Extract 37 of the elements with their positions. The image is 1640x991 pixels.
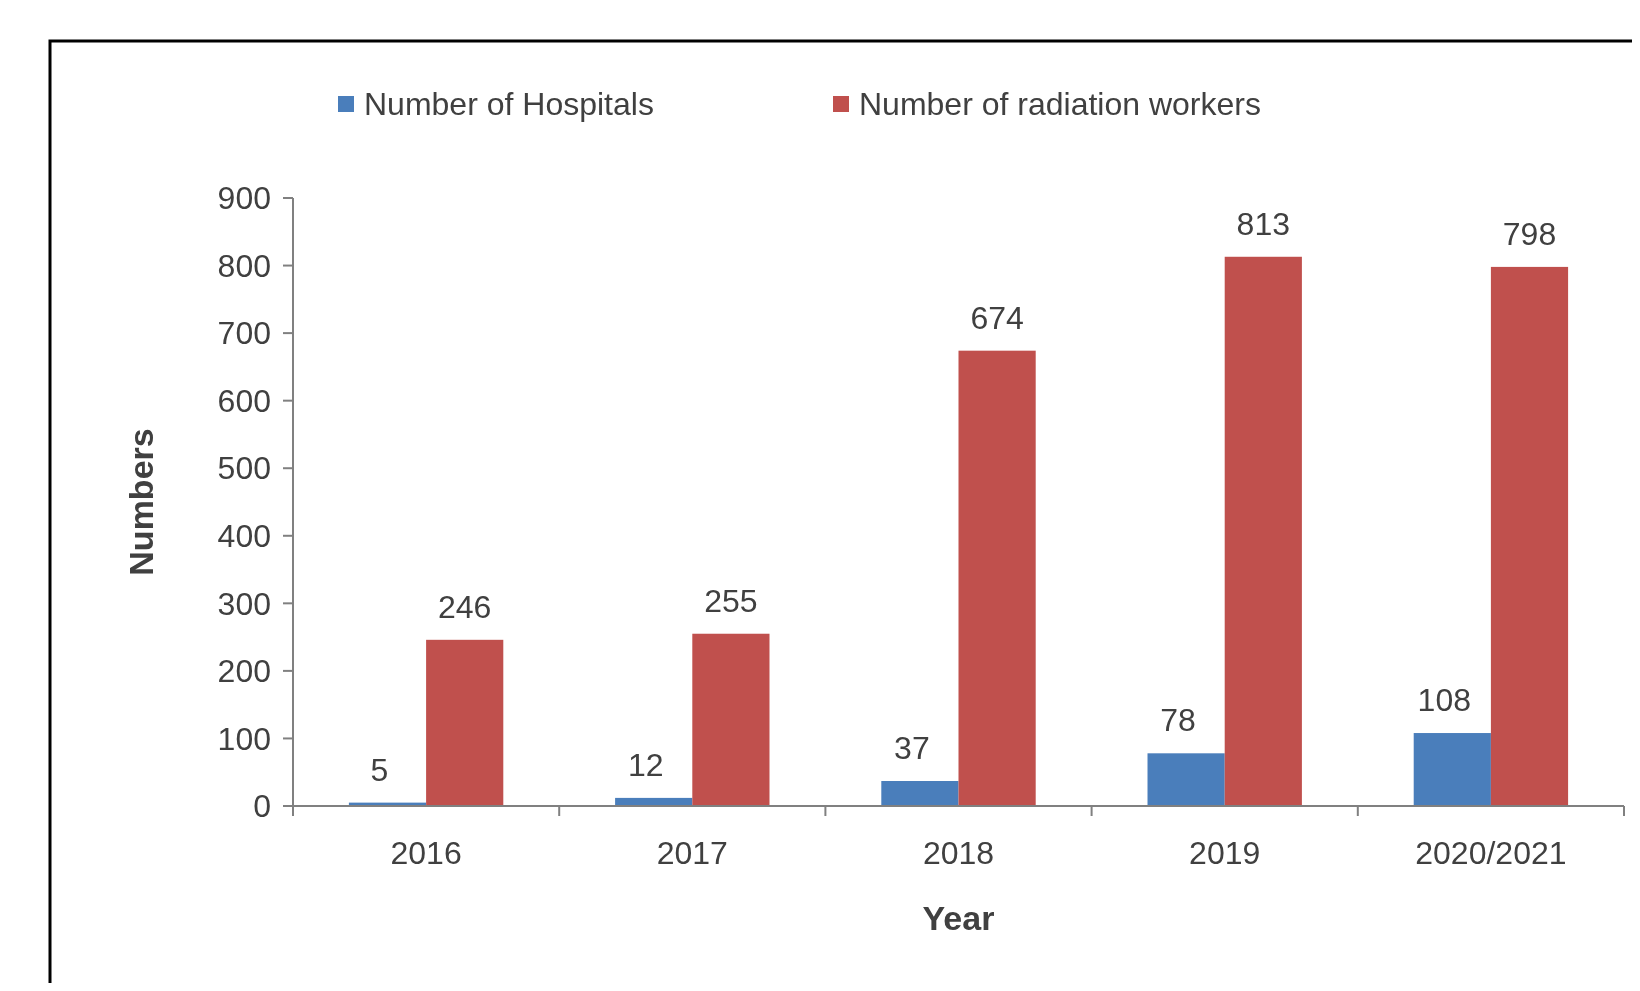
legend-label: Number of Hospitals: [364, 86, 654, 123]
y-tick-label: 900: [217, 180, 271, 217]
bar: [958, 350, 1036, 806]
data-label: 78: [1160, 702, 1196, 739]
data-label: 108: [1417, 682, 1471, 719]
y-tick-label: 700: [217, 315, 271, 352]
data-label: 37: [894, 730, 930, 766]
bar: [1490, 266, 1569, 806]
data-label: 813: [1236, 205, 1290, 242]
x-tick-label: 2018: [922, 835, 995, 871]
data-label: 798: [1502, 215, 1557, 252]
x-tick-label: 2016: [390, 835, 462, 871]
y-tick-label: 800: [217, 247, 271, 284]
y-axis-title: Numbers: [122, 428, 160, 576]
x-axis-title: Year: [922, 899, 995, 937]
data-label: 5: [370, 751, 389, 788]
data-label: 255: [704, 582, 758, 619]
y-tick-label: 0: [253, 788, 271, 825]
x-tick-label: 2020/2021: [1415, 835, 1567, 871]
data-label: 12: [627, 746, 664, 783]
y-tick-label: 400: [217, 517, 271, 554]
y-tick-label: 200: [217, 653, 271, 690]
y-tick-label: 500: [217, 450, 271, 487]
y-tick-label: 600: [217, 382, 271, 419]
bar: [1147, 753, 1225, 806]
bar: [881, 781, 959, 806]
y-tick-label: 100: [217, 720, 271, 757]
bar: [1413, 733, 1491, 806]
bar: [1224, 256, 1302, 806]
y-tick-label: 300: [217, 585, 271, 622]
data-label: 674: [970, 299, 1024, 336]
x-tick-label: 2017: [656, 835, 728, 871]
bar: [692, 633, 770, 806]
x-tick-label: 2019: [1189, 835, 1261, 871]
legend-label: Number of radiation workers: [859, 86, 1261, 123]
bar: [426, 639, 504, 806]
data-label: 246: [438, 588, 492, 625]
